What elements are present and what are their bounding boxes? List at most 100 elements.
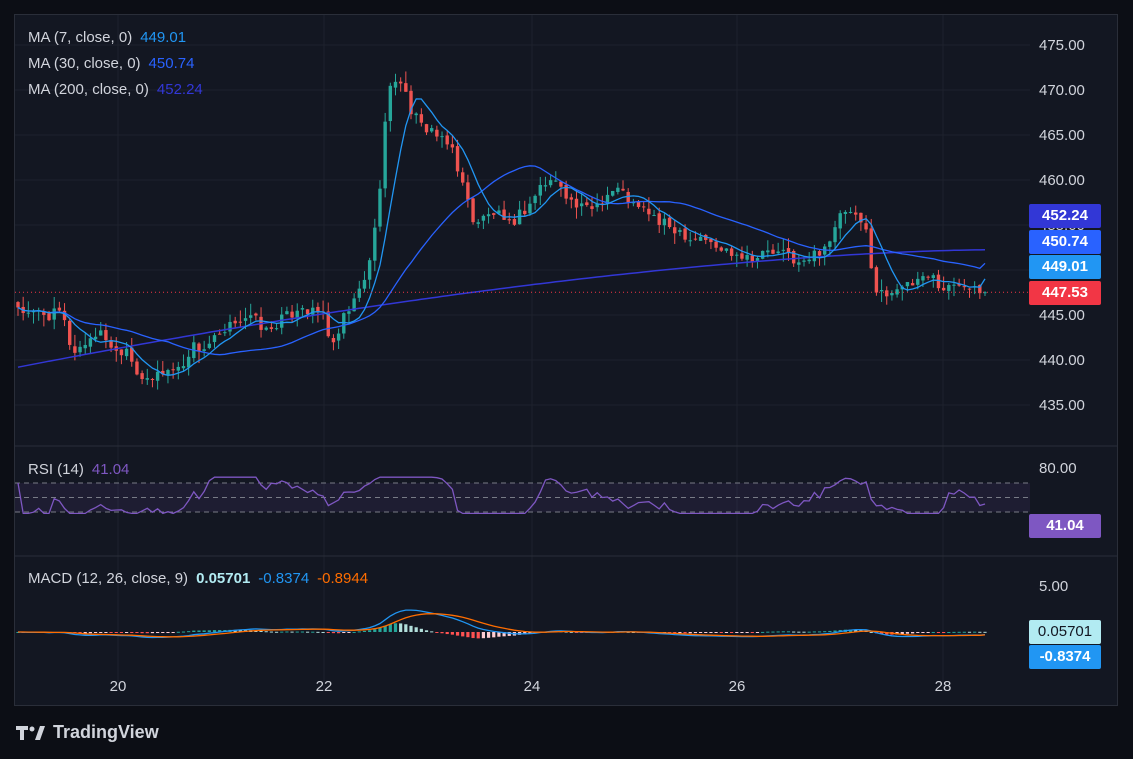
rsi-pane[interactable] — [15, 476, 1030, 515]
candle-body — [486, 214, 491, 217]
macd-histogram-bar — [140, 632, 144, 634]
macd-histogram-bar — [295, 631, 299, 633]
macd-histogram-bar — [187, 631, 191, 633]
macd-histogram-bar — [926, 632, 930, 633]
time-axis-tick: 26 — [729, 678, 746, 695]
macd-histogram-bar — [440, 632, 444, 634]
candle-body — [233, 320, 237, 324]
macd-histogram-bar — [88, 632, 92, 634]
candle-body — [916, 278, 920, 285]
macd-histogram-bar — [745, 632, 749, 633]
tradingview-logo[interactable]: TradingView — [16, 722, 159, 743]
candle-body — [285, 311, 289, 315]
macd-histogram-bar — [300, 631, 305, 633]
macd-histogram-bar — [238, 630, 242, 632]
candle-body — [471, 198, 475, 223]
macd-histogram-bar — [471, 632, 475, 639]
legend-ma30-value: 450.74 — [148, 55, 195, 72]
macd-histogram-bar — [497, 632, 501, 637]
rsi-value-badge: 41.04 — [1029, 514, 1101, 538]
macd-histogram-bar — [719, 632, 723, 633]
candle-body — [357, 288, 361, 298]
macd-histogram-bar — [161, 632, 165, 633]
macd-histogram-bar — [755, 632, 760, 633]
macd-histogram-bar — [445, 632, 449, 635]
macd-histogram-bar — [197, 630, 201, 632]
legend-ma30[interactable]: MA (30, close, 0) 450.74 — [28, 55, 194, 72]
macd-value-badge: -0.8374 — [1029, 645, 1101, 669]
candle-body — [926, 276, 930, 278]
candle-body — [186, 356, 191, 368]
macd-histogram-bar — [156, 632, 160, 633]
macd-histogram-bar — [368, 630, 372, 632]
candle-body — [626, 191, 630, 203]
candle-body — [316, 306, 320, 313]
candle-body — [429, 128, 434, 132]
candle-body — [941, 287, 946, 291]
candle-body — [740, 253, 744, 259]
macd-pane[interactable] — [16, 609, 987, 639]
candle-body — [409, 90, 413, 115]
macd-histogram-bar — [967, 631, 972, 633]
macd-histogram-bar — [776, 631, 780, 633]
candle-body — [854, 212, 858, 215]
macd-histogram-bar — [321, 631, 325, 633]
candle-body — [93, 336, 98, 340]
chart-container[interactable]: 475.00470.00465.00460.00455.00450.00445.… — [14, 14, 1118, 706]
time-axis-tick: 28 — [935, 678, 952, 695]
candle-body — [807, 259, 811, 262]
candle-body — [440, 136, 444, 138]
price-axis-tick: 435.00 — [1039, 397, 1085, 414]
legend-ma200[interactable]: MA (200, close, 0) 452.24 — [28, 81, 203, 98]
candle-body — [419, 114, 424, 123]
candle-body — [466, 182, 470, 200]
macd-histogram-bar — [399, 623, 403, 632]
macd-histogram-bar — [973, 631, 977, 633]
macd-histogram-bar — [492, 632, 496, 638]
candle-body — [280, 314, 284, 328]
candle-body — [983, 292, 987, 294]
candle-body — [890, 293, 894, 296]
macd-histogram-bar — [218, 630, 222, 632]
axis-labels: 475.00470.00465.00460.00455.00450.00445.… — [110, 37, 1085, 695]
macd-histogram-bar — [357, 631, 361, 633]
macd-histogram-bar — [373, 629, 377, 632]
legend-ma7[interactable]: MA (7, close, 0) 449.01 — [28, 29, 186, 46]
legend-rsi[interactable]: RSI (14) 41.04 — [28, 461, 129, 478]
ma30-price-badge: 450.74 — [1029, 230, 1101, 254]
legend-rsi-value: 41.04 — [91, 461, 130, 478]
macd-histogram-bar — [326, 632, 330, 633]
macd-histogram-bar — [130, 632, 134, 633]
candle-body — [68, 320, 72, 345]
legend-macd[interactable]: MACD (12, 26, close, 9) 0.05701 -0.8374 -0.… — [28, 570, 368, 587]
macd-histogram-bar — [347, 632, 351, 633]
candle-body — [207, 343, 212, 348]
candle-body — [755, 258, 760, 262]
macd-histogram-bar — [978, 631, 982, 633]
candle-body — [528, 203, 532, 214]
candle-body — [895, 289, 899, 295]
macd-histogram-bar — [212, 630, 217, 632]
candle-body — [533, 195, 537, 204]
candle-body — [735, 254, 739, 256]
candle-body — [802, 260, 806, 262]
candle-body — [750, 255, 754, 263]
macd-histogram-bar — [911, 632, 915, 634]
candle-body — [859, 212, 863, 223]
last-price-badge: 447.53 — [1029, 281, 1101, 305]
candle-body — [791, 250, 796, 264]
macd-histogram-bar — [833, 630, 837, 632]
macd-histogram-bar — [274, 631, 279, 633]
macd-histogram-bar — [936, 632, 941, 633]
macd-histogram-bar — [466, 632, 470, 638]
candle-body — [595, 203, 599, 208]
candle-body — [714, 241, 718, 248]
chart-svg[interactable]: 475.00470.00465.00460.00455.00450.00445.… — [15, 15, 1117, 705]
price-pane[interactable] — [15, 71, 1030, 390]
macd-histogram-bar — [285, 631, 289, 633]
candle-body — [249, 315, 253, 318]
macd-histogram-bar — [378, 627, 382, 632]
macd-histogram-bar — [461, 632, 465, 637]
candle-body — [683, 228, 687, 240]
candle-body — [331, 338, 336, 343]
